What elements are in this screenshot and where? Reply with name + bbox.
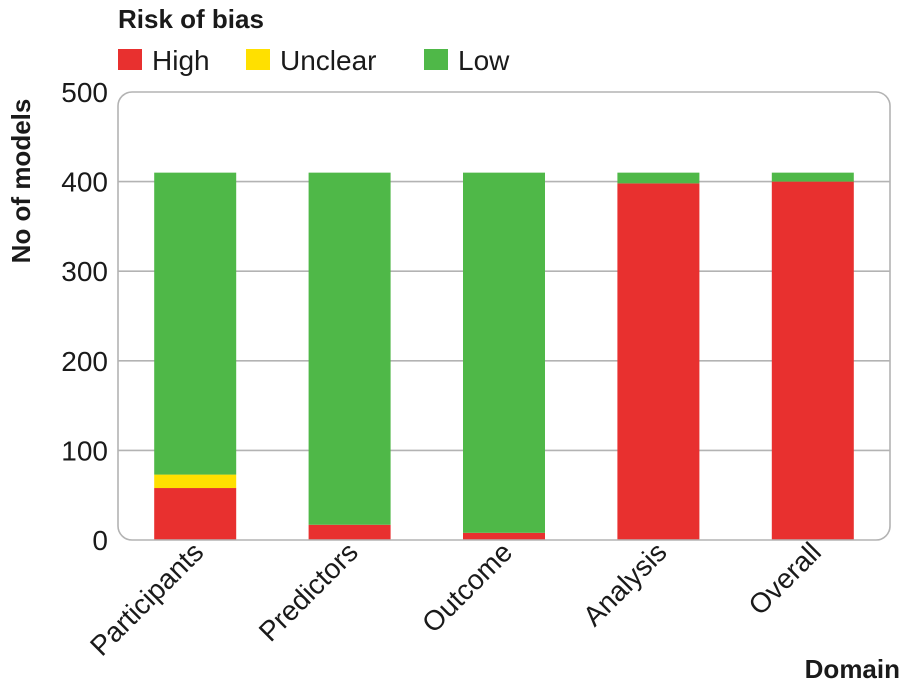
plot-area-frame [117, 91, 891, 541]
bar-outcome-low [463, 172, 545, 533]
bar-overall-high [771, 181, 854, 540]
bar-analysis-high [617, 183, 700, 540]
legend-swatch-unclear [246, 49, 270, 70]
y-tick-label-0: 0 [92, 525, 108, 556]
legend-label-unclear: Unclear [280, 45, 376, 76]
y-tick-label-500: 500 [61, 77, 108, 108]
legend: Risk of bias High Unclear Low [118, 4, 510, 76]
y-axis-title: No of models [6, 99, 36, 264]
bar-participants-low [154, 172, 237, 475]
legend-swatch-high [118, 49, 142, 70]
y-tick-label-200: 200 [61, 346, 108, 377]
bars [154, 172, 854, 540]
x-tick-label-analysis: Analysis [577, 536, 673, 632]
legend-label-low: Low [458, 45, 510, 76]
x-tick-label-predictors: Predictors [253, 536, 364, 647]
bar-outcome-high [463, 532, 545, 540]
x-axis-title: Domain [805, 654, 900, 684]
legend-label-high: High [152, 45, 210, 76]
bar-participants-unclear [154, 474, 237, 489]
legend-title: Risk of bias [118, 4, 264, 34]
x-tick-label-outcome: Outcome [416, 536, 518, 638]
bar-overall-low [771, 172, 854, 182]
y-axis-ticks: 0 100 200 300 400 500 [61, 77, 108, 556]
y-tick-label-100: 100 [61, 435, 108, 466]
y-tick-label-400: 400 [61, 167, 108, 198]
x-axis-ticks: Participants Predictors Outcome Analysis Ove… [84, 536, 827, 661]
x-tick-label-overall: Overall [742, 536, 827, 621]
bar-analysis-low [617, 172, 700, 184]
legend-swatch-low [424, 49, 448, 70]
bar-predictors-high [308, 524, 391, 540]
y-tick-label-300: 300 [61, 256, 108, 287]
bar-predictors-low [308, 172, 391, 525]
bar-participants-high [154, 488, 237, 540]
